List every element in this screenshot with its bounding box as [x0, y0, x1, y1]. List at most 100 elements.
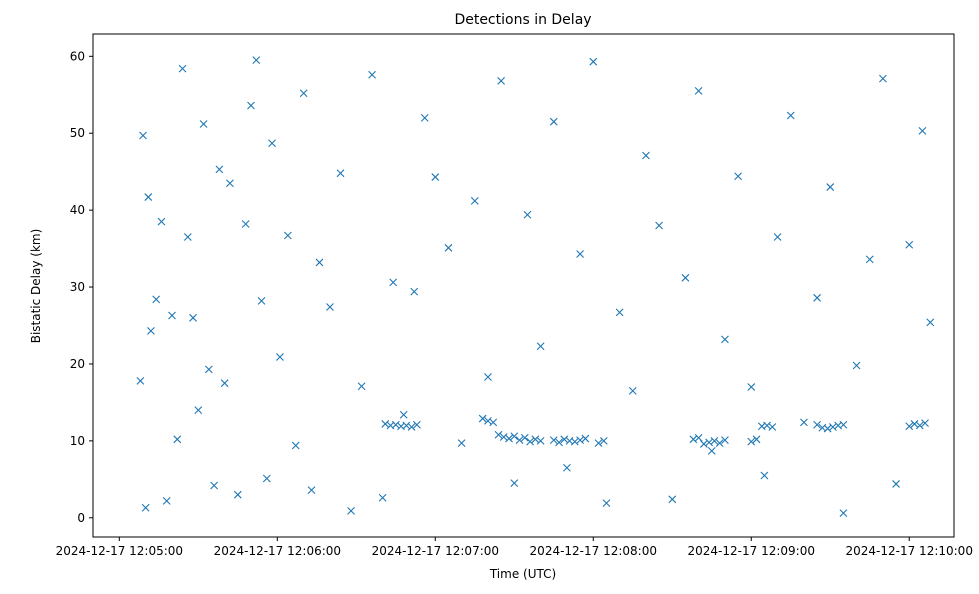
data-point [786, 111, 795, 120]
data-point [204, 365, 213, 374]
data-point [210, 481, 219, 490]
data-point [589, 57, 598, 66]
x-tick-label: 2024-12-17 12:05:00 [56, 544, 183, 558]
data-point [368, 70, 376, 79]
data-point [747, 437, 756, 446]
data-point [457, 439, 466, 448]
data-point [357, 382, 366, 391]
data-point [892, 480, 900, 488]
data-point [839, 509, 848, 518]
data-point [299, 89, 308, 98]
data-point [157, 217, 166, 226]
data-point [226, 179, 234, 188]
data-point [252, 56, 261, 65]
data-point [326, 303, 334, 311]
data-point [549, 117, 558, 126]
data-point [494, 430, 503, 439]
data-point [378, 493, 387, 502]
data-point [315, 258, 324, 267]
data-point [194, 406, 203, 414]
data-point [381, 420, 390, 428]
data-point [721, 335, 729, 344]
data-point [710, 436, 719, 445]
data-point [576, 250, 584, 258]
data-point [599, 436, 608, 445]
data-point [615, 308, 624, 317]
data-point [141, 503, 150, 512]
data-point [478, 414, 487, 423]
data-point [336, 169, 345, 178]
data-point [470, 197, 479, 205]
data-point [768, 423, 777, 431]
data-point [444, 243, 453, 252]
data-point [800, 418, 808, 427]
data-point [570, 437, 579, 446]
data-point [823, 424, 832, 433]
data-point [484, 416, 492, 425]
data-point [410, 287, 419, 296]
data-point [773, 233, 782, 241]
data-point [407, 423, 416, 431]
data-point [694, 433, 703, 442]
data-point [839, 420, 848, 429]
data-point [257, 296, 266, 305]
data-point [707, 446, 716, 455]
y-axis: 0 10 20 30 40 50 60 [70, 49, 93, 525]
data-point [391, 420, 400, 429]
x-tick-label: 2024-12-17 12:06:00 [214, 544, 341, 558]
data-point [515, 436, 524, 444]
data-point [531, 435, 540, 444]
data-point [536, 342, 545, 351]
data-point [139, 131, 147, 140]
data-point [752, 435, 761, 444]
data-point [402, 421, 411, 430]
data-point [262, 474, 271, 483]
data-point [628, 386, 637, 395]
data-point [499, 433, 508, 441]
data-point [813, 293, 821, 302]
data-point [510, 479, 519, 488]
y-tick-label: 40 [70, 203, 85, 217]
data-points [136, 56, 935, 518]
y-tick-label: 20 [70, 357, 85, 371]
x-tick-label: 2024-12-17 12:10:00 [846, 544, 973, 558]
data-point [694, 87, 703, 95]
data-point [523, 210, 532, 219]
data-point [489, 418, 498, 427]
data-point [828, 423, 837, 431]
data-point [763, 421, 771, 430]
data-point [484, 373, 492, 381]
data-point [220, 379, 229, 388]
x-tick-label: 2024-12-17 12:07:00 [372, 544, 499, 558]
data-point [505, 434, 513, 443]
data-point [721, 436, 729, 444]
data-point [734, 172, 742, 181]
data-point [910, 420, 919, 428]
data-point [526, 437, 534, 446]
data-point [852, 361, 861, 370]
data-point [276, 353, 284, 361]
y-tick-label: 30 [70, 280, 85, 294]
data-point [576, 436, 584, 444]
data-point [926, 318, 935, 327]
data-point [642, 151, 650, 160]
data-point [412, 420, 421, 429]
data-point [510, 432, 519, 441]
data-point [560, 435, 569, 444]
data-point [347, 506, 355, 515]
data-point [681, 273, 690, 282]
y-tick-label: 50 [70, 126, 85, 140]
y-tick-label: 60 [70, 49, 85, 63]
y-tick-label: 10 [70, 434, 85, 448]
data-point [215, 165, 224, 174]
data-point [655, 221, 663, 230]
data-point [594, 439, 603, 448]
data-point [760, 471, 769, 480]
data-point [536, 436, 545, 445]
data-point [826, 183, 835, 191]
data-point [905, 422, 914, 431]
data-point [921, 419, 929, 428]
data-point [905, 240, 914, 249]
data-point [152, 295, 161, 304]
